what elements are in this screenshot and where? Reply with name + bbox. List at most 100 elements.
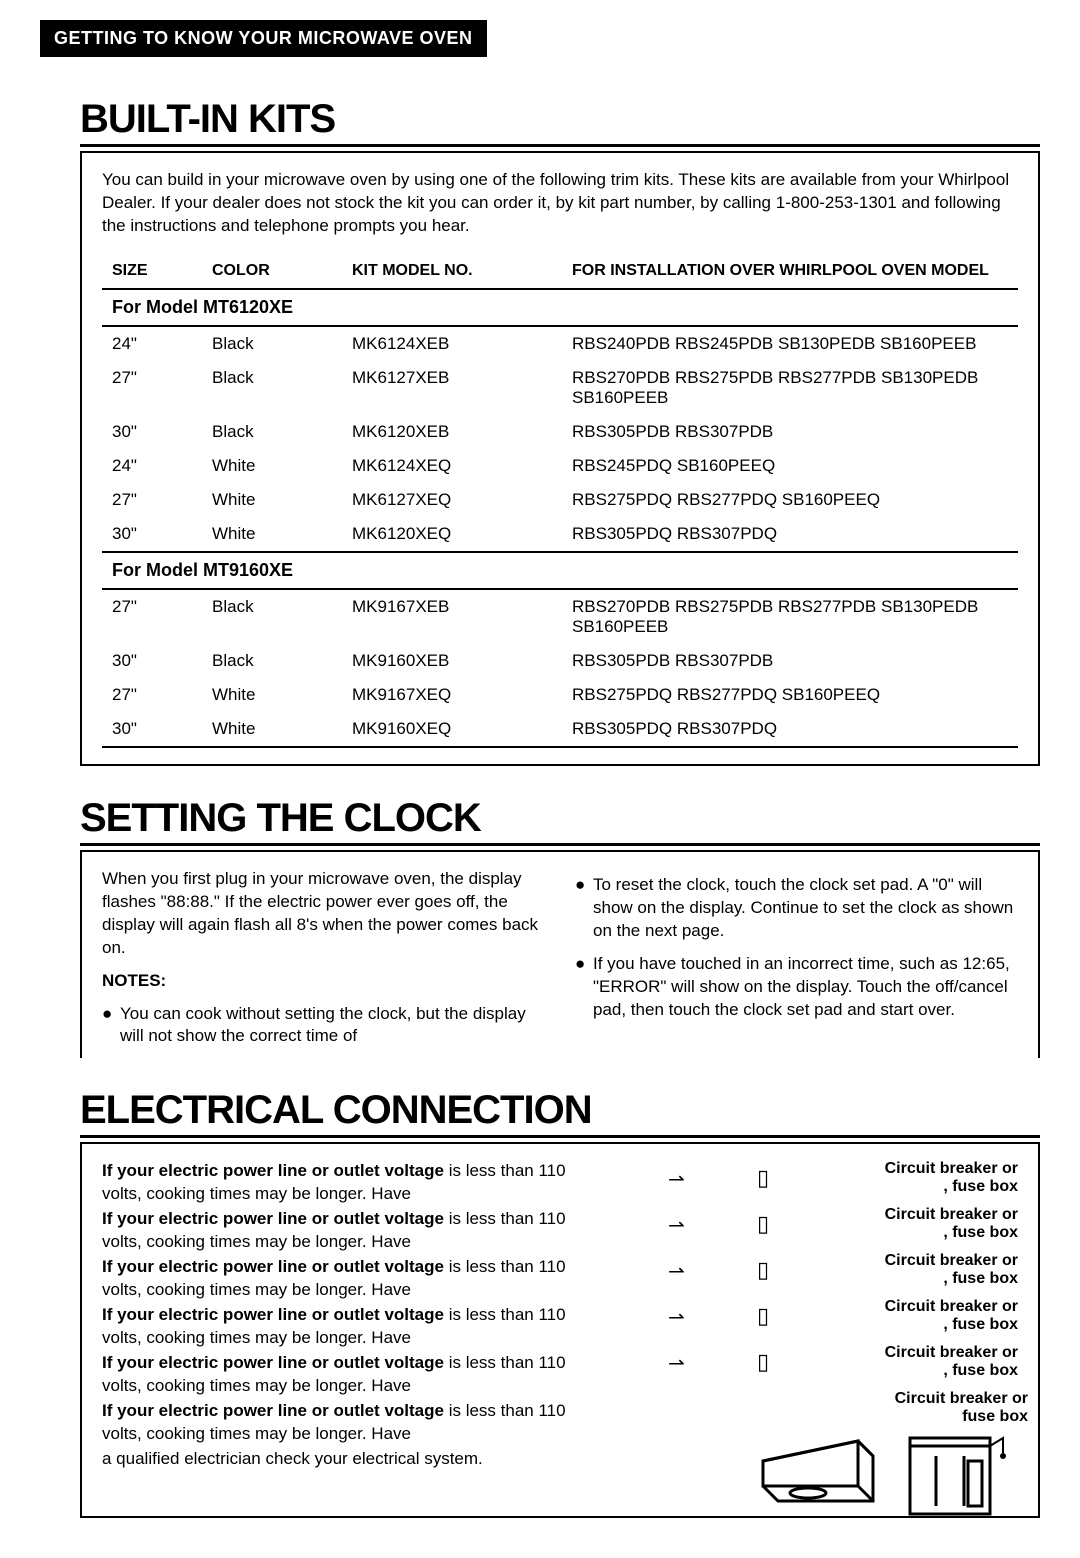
breaker-l1: Circuit breaker or — [885, 1206, 1018, 1223]
header-band: GETTING TO KNOW YOUR MICROWAVE OVEN — [40, 20, 487, 57]
cell-color: White — [202, 712, 342, 747]
breaker-row: ▯ Circuit breaker or, fuse box — [591, 1298, 1018, 1334]
th-color: COLOR — [202, 254, 342, 289]
table-row: 30"BlackMK9160XEBRBS305PDB RBS307PDB — [102, 644, 1018, 678]
diagram-row — [591, 1436, 1018, 1516]
table-row: 30"WhiteMK9160XEQRBS305PDQ RBS307PDQ — [102, 712, 1018, 747]
cell-color: Black — [202, 326, 342, 361]
cell-kit: MK6124XEQ — [342, 449, 562, 483]
breaker-l1: Circuit breaker or — [885, 1160, 1018, 1177]
breaker-row: ▯ Circuit breaker or, fuse box — [591, 1252, 1018, 1288]
elec-bold: If your electric power line or outlet vo… — [102, 1257, 444, 1276]
cell-install: RBS275PDQ RBS277PDQ SB160PEEQ — [562, 483, 1018, 517]
cell-color: Black — [202, 589, 342, 644]
cell-kit: MK6120XEB — [342, 415, 562, 449]
elec-bold: If your electric power line or outlet vo… — [102, 1209, 444, 1228]
notes-title: NOTES: — [102, 970, 545, 993]
cell-size: 27" — [102, 678, 202, 712]
cell-color: White — [202, 449, 342, 483]
cell-kit: MK6124XEB — [342, 326, 562, 361]
cell-color: White — [202, 517, 342, 552]
cell-size: 27" — [102, 589, 202, 644]
breaker-row-last: Circuit breaker orfuse box — [591, 1390, 1018, 1426]
clock-left-bullet: You can cook without setting the clock, … — [102, 1003, 545, 1049]
breaker-row: ▯ Circuit breaker or, fuse box — [591, 1160, 1018, 1196]
clock-left-col: When you first plug in your microwave ov… — [102, 868, 545, 1059]
cell-size: 27" — [102, 483, 202, 517]
builtin-box: You can build in your microwave oven by … — [80, 151, 1040, 766]
table-row: 30"WhiteMK6120XEQRBS305PDQ RBS307PDQ — [102, 517, 1018, 552]
elec-bold: If your electric power line or outlet vo… — [102, 1353, 444, 1372]
section-title-clock: SETTING THE CLOCK — [80, 796, 1040, 846]
plug-icon: ▯ — [748, 1257, 778, 1283]
plug-icon: ▯ — [748, 1349, 778, 1375]
clock-right-bullet1: To reset the clock, touch the clock set … — [575, 874, 1018, 943]
breaker-l2: , fuse box — [943, 1316, 1018, 1333]
cell-size: 24" — [102, 449, 202, 483]
group1-title: For Model MT6120XE — [102, 289, 1018, 326]
elec-right-col: ▯ Circuit breaker or, fuse box ▯ Circuit… — [591, 1160, 1018, 1516]
cell-size: 27" — [102, 361, 202, 415]
cell-kit: MK6127XEQ — [342, 483, 562, 517]
clock-left-para: When you first plug in your microwave ov… — [102, 868, 545, 960]
clock-right-bullet2: If you have touched in an incorrect time… — [575, 953, 1018, 1022]
cell-kit: MK9167XEB — [342, 589, 562, 644]
elec-box: If your electric power line or outlet vo… — [80, 1142, 1040, 1518]
cell-kit: MK9160XEB — [342, 644, 562, 678]
cell-install: RBS270PDB RBS275PDB RBS277PDB SB130PEDB … — [562, 589, 1018, 644]
table-row: 30"BlackMK6120XEBRBS305PDB RBS307PDB — [102, 415, 1018, 449]
breaker-l1: Circuit breaker or — [885, 1344, 1018, 1361]
elec-bold: If your electric power line or outlet vo… — [102, 1401, 444, 1420]
table-row: 27"BlackMK6127XEBRBS270PDB RBS275PDB RBS… — [102, 361, 1018, 415]
cell-kit: MK6120XEQ — [342, 517, 562, 552]
cell-color: Black — [202, 361, 342, 415]
table-header-row: SIZE COLOR KIT MODEL NO. FOR INSTALLATIO… — [102, 254, 1018, 289]
cell-install: RBS305PDQ RBS307PDQ — [562, 517, 1018, 552]
cell-color: White — [202, 678, 342, 712]
cell-size: 24" — [102, 326, 202, 361]
th-kit: KIT MODEL NO. — [342, 254, 562, 289]
cell-color: Black — [202, 415, 342, 449]
table-row: 24"BlackMK6124XEBRBS240PDB RBS245PDB SB1… — [102, 326, 1018, 361]
table-row: 24"WhiteMK6124XEQRBS245PDQ SB160PEEQ — [102, 449, 1018, 483]
kits-table: SIZE COLOR KIT MODEL NO. FOR INSTALLATIO… — [102, 254, 1018, 748]
breaker-l2: , fuse box — [943, 1362, 1018, 1379]
section-title-elec: ELECTRICAL CONNECTION — [80, 1088, 1040, 1138]
elec-bold: If your electric power line or outlet vo… — [102, 1305, 444, 1324]
clock-right-col: To reset the clock, touch the clock set … — [575, 868, 1018, 1059]
cell-kit: MK9167XEQ — [342, 678, 562, 712]
cell-size: 30" — [102, 517, 202, 552]
cell-color: Black — [202, 644, 342, 678]
table-row: 27"BlackMK9167XEBRBS270PDB RBS275PDB RBS… — [102, 589, 1018, 644]
cell-install: RBS305PDQ RBS307PDQ — [562, 712, 1018, 747]
cell-install: RBS270PDB RBS275PDB RBS277PDB SB130PEDB … — [562, 361, 1018, 415]
cell-size: 30" — [102, 415, 202, 449]
fusebox-icon — [908, 1436, 1018, 1516]
elec-left-col: If your electric power line or outlet vo… — [102, 1160, 571, 1516]
group1-title-row: For Model MT6120XE — [102, 289, 1018, 326]
breaker-l1: Circuit breaker or — [885, 1298, 1018, 1315]
breaker-l2: , fuse box — [943, 1270, 1018, 1287]
cell-install: RBS305PDB RBS307PDB — [562, 415, 1018, 449]
group2-title: For Model MT9160XE — [102, 552, 1018, 589]
cell-install: RBS245PDQ SB160PEEQ — [562, 449, 1018, 483]
clock-box: When you first plug in your microwave ov… — [80, 850, 1040, 1059]
breaker-l1: Circuit breaker or — [895, 1390, 1028, 1407]
cell-install: RBS275PDQ RBS277PDQ SB160PEEQ — [562, 678, 1018, 712]
plug-icon: ▯ — [748, 1303, 778, 1329]
cell-kit: MK6127XEB — [342, 361, 562, 415]
cell-size: 30" — [102, 644, 202, 678]
breaker-row: ▯ Circuit breaker or, fuse box — [591, 1206, 1018, 1242]
cell-color: White — [202, 483, 342, 517]
th-install: FOR INSTALLATION OVER WHIRLPOOL OVEN MOD… — [562, 254, 1018, 289]
section-title-builtin: BUILT-IN KITS — [80, 97, 1040, 147]
plug-icon: ▯ — [748, 1165, 778, 1191]
builtin-intro: You can build in your microwave oven by … — [102, 169, 1018, 238]
cell-kit: MK9160XEQ — [342, 712, 562, 747]
breaker-last2: fuse box — [962, 1408, 1028, 1425]
group2-title-row: For Model MT9160XE — [102, 552, 1018, 589]
breaker-l2: , fuse box — [943, 1224, 1018, 1241]
table-row: 27"WhiteMK6127XEQRBS275PDQ RBS277PDQ SB1… — [102, 483, 1018, 517]
elec-last-line: a qualified electrician check your elect… — [102, 1448, 571, 1471]
breaker-l1: Circuit breaker or — [885, 1252, 1018, 1269]
